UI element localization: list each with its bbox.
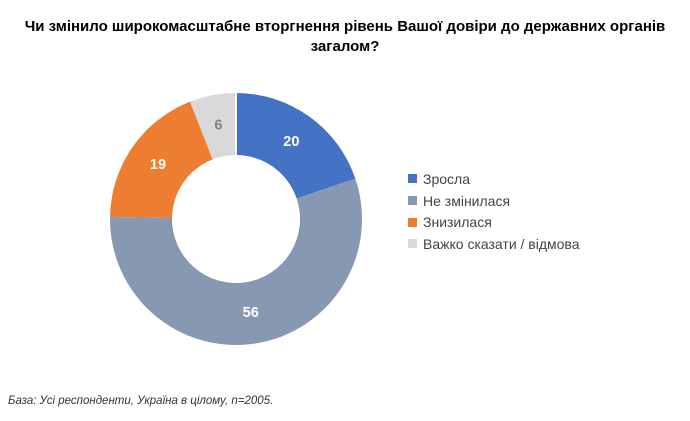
legend-item-1: Зросла: [408, 168, 580, 190]
legend-item-3: Знизилася: [408, 211, 580, 233]
legend: Зросла Не змінилася Знизилася Важко сказати…: [408, 168, 580, 255]
donut-chart: 20 56 19 6: [109, 93, 362, 345]
legend-item-2: Не змінилася: [408, 190, 580, 212]
donut-slice-3: [110, 101, 213, 219]
legend-swatch-1: [408, 174, 417, 184]
legend-label-1: Зросла: [423, 170, 470, 187]
slice-value-label-2: 56: [243, 305, 259, 321]
legend-swatch-4: [408, 239, 417, 249]
donut-slice-1: [236, 93, 356, 199]
donut-slice-2: [109, 178, 362, 345]
legend-item-4: Важко сказати / відмова: [408, 233, 580, 255]
chart-title-line-1: Чи змінило широкомасштабне вторгнення рі…: [24, 18, 666, 35]
chart-title-line-2: загалом?: [310, 38, 380, 55]
legend-label-4: Важко сказати / відмова: [423, 235, 580, 252]
legend-swatch-3: [408, 217, 417, 227]
chart-area: 20 56 19 6: [76, 74, 396, 364]
donut-slice-4: [190, 93, 236, 160]
legend-label-3: Знизилася: [423, 214, 492, 231]
legend-label-2: Не змінилася: [423, 192, 511, 209]
legend-swatch-2: [408, 196, 417, 206]
slice-value-label-3: 19: [150, 157, 166, 173]
slice-value-label-4: 6: [214, 118, 222, 134]
base-note: База: Усі респонденти, Україна в цілому,…: [8, 395, 274, 407]
slice-value-label-1: 20: [283, 134, 299, 150]
chart-title: Чи змінило широкомасштабне вторгнення рі…: [10, 17, 680, 57]
